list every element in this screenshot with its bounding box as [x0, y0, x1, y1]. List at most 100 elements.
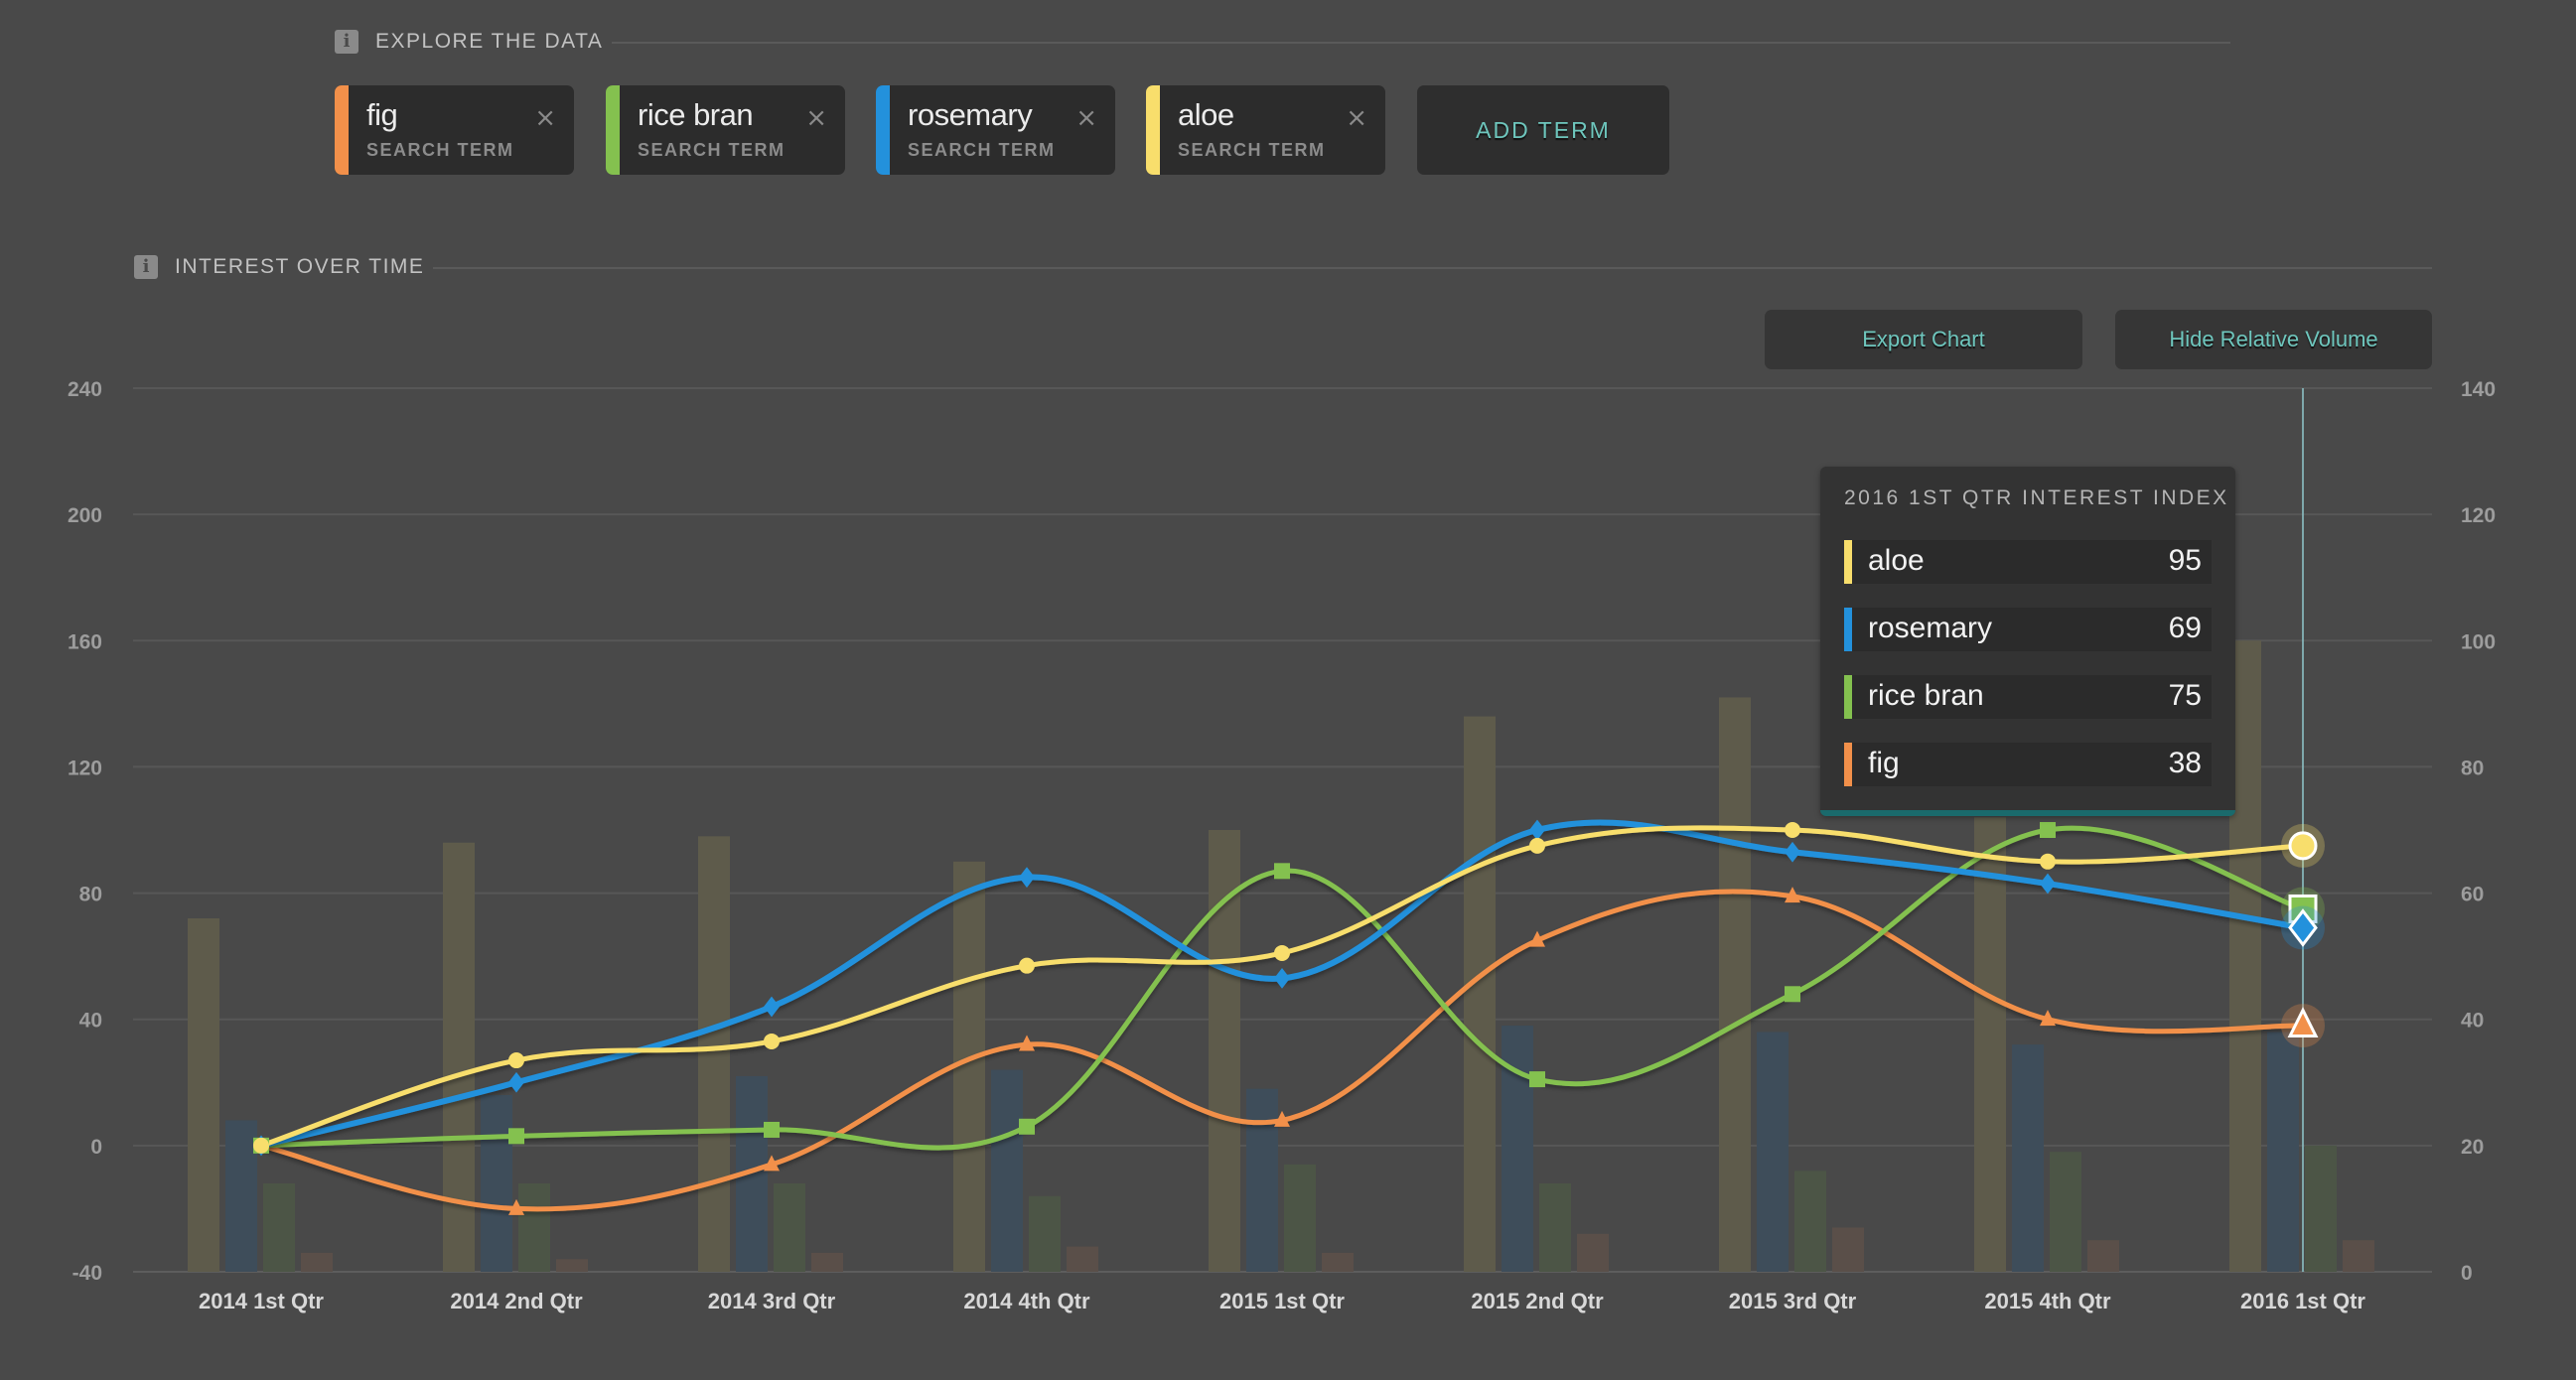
- tooltip-row-rice-bran: rice bran 75: [1844, 675, 2212, 719]
- term-label: rosemary: [908, 97, 1033, 132]
- y-left-tick-label: -40: [72, 1262, 102, 1285]
- y-right-tick-label: 60: [2461, 884, 2484, 906]
- volume-bar-rice-bran: [1539, 1183, 1571, 1272]
- x-tick-label: 2016 1st Qtr: [2240, 1289, 2365, 1313]
- data-point-aloe: [1529, 837, 1545, 854]
- close-icon[interactable]: ×: [534, 103, 556, 133]
- term-color-swatch: [1146, 85, 1160, 175]
- term-label: fig: [366, 97, 398, 132]
- tooltip-title: 2016 1ST QTR INTEREST INDEX: [1844, 486, 2229, 509]
- volume-bar-rice-bran: [263, 1183, 295, 1272]
- x-tick-label: 2014 4th Qtr: [963, 1289, 1090, 1313]
- tooltip-term: rosemary: [1868, 612, 1993, 644]
- x-tick-label: 2015 1st Qtr: [1219, 1289, 1345, 1313]
- term-chip-aloe[interactable]: aloe SEARCH TERM ×: [1146, 85, 1385, 175]
- volume-bar-aloe: [1209, 830, 1240, 1272]
- data-point-fig: [2040, 1010, 2056, 1027]
- volume-bar-rice-bran: [518, 1183, 550, 1272]
- volume-bar-fig: [1322, 1252, 1354, 1272]
- data-point-rosemary: [1529, 819, 1545, 841]
- data-point-rice-bran: [2040, 822, 2056, 838]
- data-point-rosemary: [2288, 908, 2318, 947]
- volume-bar-fig: [556, 1259, 588, 1272]
- tooltip-swatch: [1844, 675, 1852, 719]
- term-chip-rosemary[interactable]: rosemary SEARCH TERM ×: [876, 85, 1115, 175]
- x-tick-label: 2015 3rd Qtr: [1729, 1289, 1857, 1313]
- y-left-tick-label: 160: [68, 630, 102, 653]
- volume-bar-fig: [1577, 1233, 1609, 1272]
- add-term-button[interactable]: ADD TERM: [1417, 85, 1669, 175]
- volume-bar-rosemary: [991, 1069, 1023, 1272]
- y-right-tick-label: 20: [2461, 1136, 2484, 1159]
- volume-bar-fig: [1832, 1227, 1864, 1272]
- tooltip-value: 69: [2168, 612, 2202, 644]
- data-point-fig: [764, 1155, 780, 1172]
- term-label: rice bran: [638, 97, 754, 132]
- explore-header: i EXPLORE THE DATA: [335, 29, 603, 55]
- interest-header: i INTEREST OVER TIME: [134, 254, 424, 280]
- tooltip-term: rice bran: [1868, 679, 1984, 712]
- hide-relative-volume-button[interactable]: Hide Relative Volume: [2115, 310, 2432, 369]
- volume-bar-rosemary: [1757, 1032, 1789, 1272]
- volume-bar-rosemary: [2267, 1032, 2299, 1272]
- data-point-rice-bran: [1274, 863, 1290, 880]
- x-tick-label: 2015 4th Qtr: [1984, 1289, 2111, 1313]
- close-icon[interactable]: ×: [1346, 103, 1367, 133]
- interest-divider: [433, 267, 2432, 269]
- data-point-aloe: [2040, 853, 2056, 870]
- y-left-tick-label: 40: [79, 1010, 102, 1033]
- tooltip-row-fig: fig 38: [1844, 743, 2212, 786]
- x-tick-label: 2014 1st Qtr: [199, 1289, 324, 1313]
- y-left-tick-label: 240: [68, 378, 102, 401]
- volume-bar-aloe: [443, 842, 475, 1272]
- export-chart-button[interactable]: Export Chart: [1765, 310, 2082, 369]
- volume-bar-rice-bran: [1029, 1195, 1061, 1272]
- volume-bar-rice-bran: [774, 1183, 805, 1272]
- volume-bar-rice-bran: [1794, 1171, 1826, 1272]
- volume-bar-fig: [1067, 1246, 1098, 1272]
- data-point-rosemary: [508, 1071, 524, 1093]
- volume-bar-aloe: [1974, 817, 2006, 1272]
- term-chip-fig[interactable]: fig SEARCH TERM ×: [335, 85, 574, 175]
- info-icon[interactable]: i: [134, 255, 158, 279]
- x-tick-label: 2014 2nd Qtr: [450, 1289, 583, 1313]
- data-point-aloe: [253, 1137, 269, 1154]
- tooltip-value: 75: [2168, 679, 2202, 712]
- term-color-swatch: [876, 85, 890, 175]
- volume-bar-rosemary: [2012, 1044, 2044, 1272]
- y-left-tick-label: 0: [90, 1136, 102, 1159]
- term-sublabel: SEARCH TERM: [366, 140, 514, 160]
- volume-bar-rosemary: [481, 1095, 512, 1272]
- y-left-tick-label: 200: [68, 504, 102, 527]
- y-right-tick-label: 40: [2461, 1010, 2484, 1033]
- data-point-fig: [1019, 1035, 1035, 1051]
- info-icon[interactable]: i: [335, 30, 358, 54]
- volume-bar-rice-bran: [2050, 1152, 2081, 1272]
- volume-bar-aloe: [1719, 697, 1751, 1272]
- data-point-rice-bran: [1019, 1118, 1035, 1135]
- close-icon[interactable]: ×: [805, 103, 827, 133]
- tooltip-value: 95: [2168, 544, 2202, 577]
- data-point-aloe: [1785, 822, 1800, 838]
- tooltip: 2016 1ST QTR INTEREST INDEX aloe 95 rose…: [1820, 467, 2235, 816]
- data-point-fig: [1274, 1110, 1290, 1127]
- data-point-rice-bran: [1785, 986, 1800, 1003]
- close-icon[interactable]: ×: [1075, 103, 1097, 133]
- tooltip-term: fig: [1868, 747, 1900, 779]
- data-point-fig: [508, 1198, 524, 1215]
- data-point-fig: [1529, 930, 1545, 947]
- y-right-tick-label: 0: [2461, 1262, 2473, 1285]
- term-sublabel: SEARCH TERM: [1178, 140, 1326, 160]
- data-point-rosemary: [764, 996, 780, 1018]
- volume-bar-rosemary: [225, 1120, 257, 1272]
- data-point-rosemary: [1785, 841, 1800, 863]
- data-point-fig: [2287, 1007, 2319, 1037]
- volume-bar-fig: [2087, 1240, 2119, 1272]
- data-point-rosemary: [1019, 867, 1035, 889]
- y-right-tick-label: 120: [2461, 504, 2496, 527]
- y-left-tick-label: 80: [79, 884, 102, 906]
- data-point-aloe: [1019, 957, 1035, 974]
- y-right-tick-label: 80: [2461, 757, 2484, 779]
- term-chip-rice-bran[interactable]: rice bran SEARCH TERM ×: [606, 85, 845, 175]
